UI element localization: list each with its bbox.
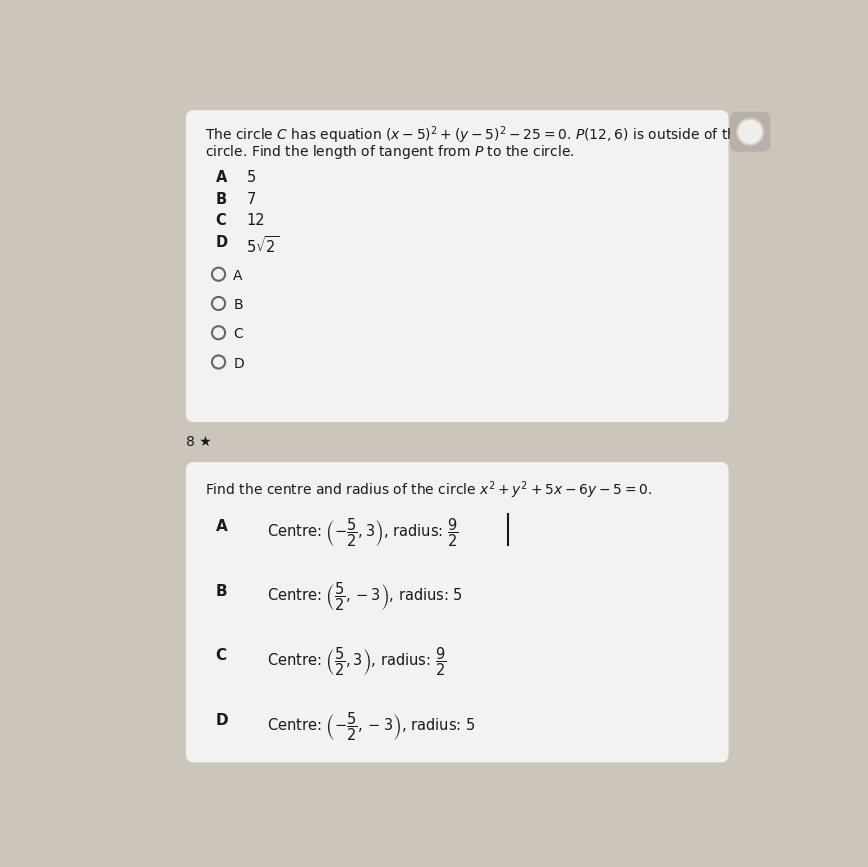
Text: D: D (215, 714, 228, 728)
FancyBboxPatch shape (186, 110, 728, 422)
Text: Find the centre and radius of the circle $x^2+y^2+5x-6y-5=0$.: Find the centre and radius of the circle… (206, 479, 653, 500)
Text: C: C (215, 213, 227, 228)
Text: Centre: $\left(\dfrac{5}{2},-3\right)$, radius: 5: Centre: $\left(\dfrac{5}{2},-3\right)$, … (267, 581, 464, 613)
Text: Centre: $\left(-\dfrac{5}{2},-3\right)$, radius: 5: Centre: $\left(-\dfrac{5}{2},-3\right)$,… (267, 710, 476, 743)
Text: Centre: $\left(\dfrac{5}{2},3\right)$, radius: $\dfrac{9}{2}$: Centre: $\left(\dfrac{5}{2},3\right)$, r… (267, 645, 447, 678)
Text: 7: 7 (247, 192, 256, 207)
Text: A: A (215, 170, 227, 186)
Text: 5: 5 (247, 170, 256, 186)
Text: The circle $C$ has equation $(x-5)^2+(y-5)^2-25=0$. $P(12,6)$ is outside of that: The circle $C$ has equation $(x-5)^2+(y-… (206, 124, 752, 146)
Text: 8 ★: 8 ★ (186, 435, 212, 449)
Circle shape (737, 119, 763, 145)
Text: Centre: $\left(-\dfrac{5}{2},3\right)$, radius: $\dfrac{9}{2}$: Centre: $\left(-\dfrac{5}{2},3\right)$, … (267, 516, 459, 549)
FancyBboxPatch shape (730, 112, 771, 152)
Text: D: D (215, 235, 227, 250)
Text: C: C (215, 649, 227, 663)
Text: 12: 12 (247, 213, 265, 228)
Text: C: C (233, 328, 243, 342)
Text: $5\sqrt{2}$: $5\sqrt{2}$ (247, 235, 279, 256)
FancyBboxPatch shape (186, 462, 728, 762)
Text: B: B (233, 298, 243, 312)
Text: circle. Find the length of tangent from $P$ to the circle.: circle. Find the length of tangent from … (206, 142, 575, 160)
Text: A: A (215, 519, 227, 534)
Text: B: B (215, 192, 227, 207)
Text: B: B (215, 583, 227, 599)
Text: D: D (233, 356, 244, 370)
Text: A: A (233, 269, 243, 283)
